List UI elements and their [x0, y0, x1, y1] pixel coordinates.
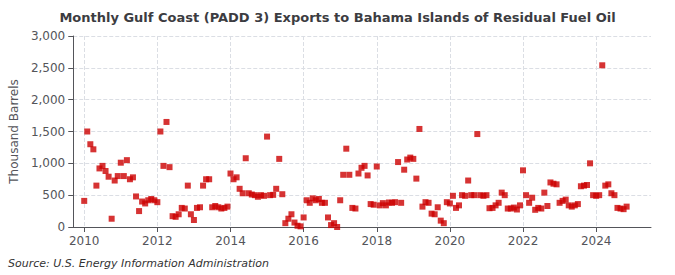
svg-text:Thousand Barrels: Thousand Barrels — [7, 79, 21, 184]
svg-text:2016: 2016 — [288, 234, 319, 248]
svg-text:2,500: 2,500 — [31, 61, 65, 75]
svg-text:2014: 2014 — [215, 234, 246, 248]
svg-text:2020: 2020 — [435, 234, 466, 248]
svg-text:Monthly Gulf Coast (PADD 3) Ex: Monthly Gulf Coast (PADD 3) Exports to B… — [59, 10, 615, 25]
svg-text:1,000: 1,000 — [31, 156, 65, 170]
svg-text:2010: 2010 — [69, 234, 100, 248]
svg-text:500: 500 — [42, 188, 65, 202]
svg-text:2018: 2018 — [361, 234, 392, 248]
svg-text:2,000: 2,000 — [31, 93, 65, 107]
svg-text:2024: 2024 — [581, 234, 612, 248]
svg-text:2022: 2022 — [508, 234, 539, 248]
svg-text:0: 0 — [58, 220, 66, 234]
svg-text:2012: 2012 — [142, 234, 173, 248]
svg-text:3,000: 3,000 — [31, 29, 65, 43]
svg-text:Source: U.S. Energy Informatio: Source: U.S. Energy Information Administ… — [8, 257, 269, 270]
svg-text:1,500: 1,500 — [31, 125, 65, 139]
